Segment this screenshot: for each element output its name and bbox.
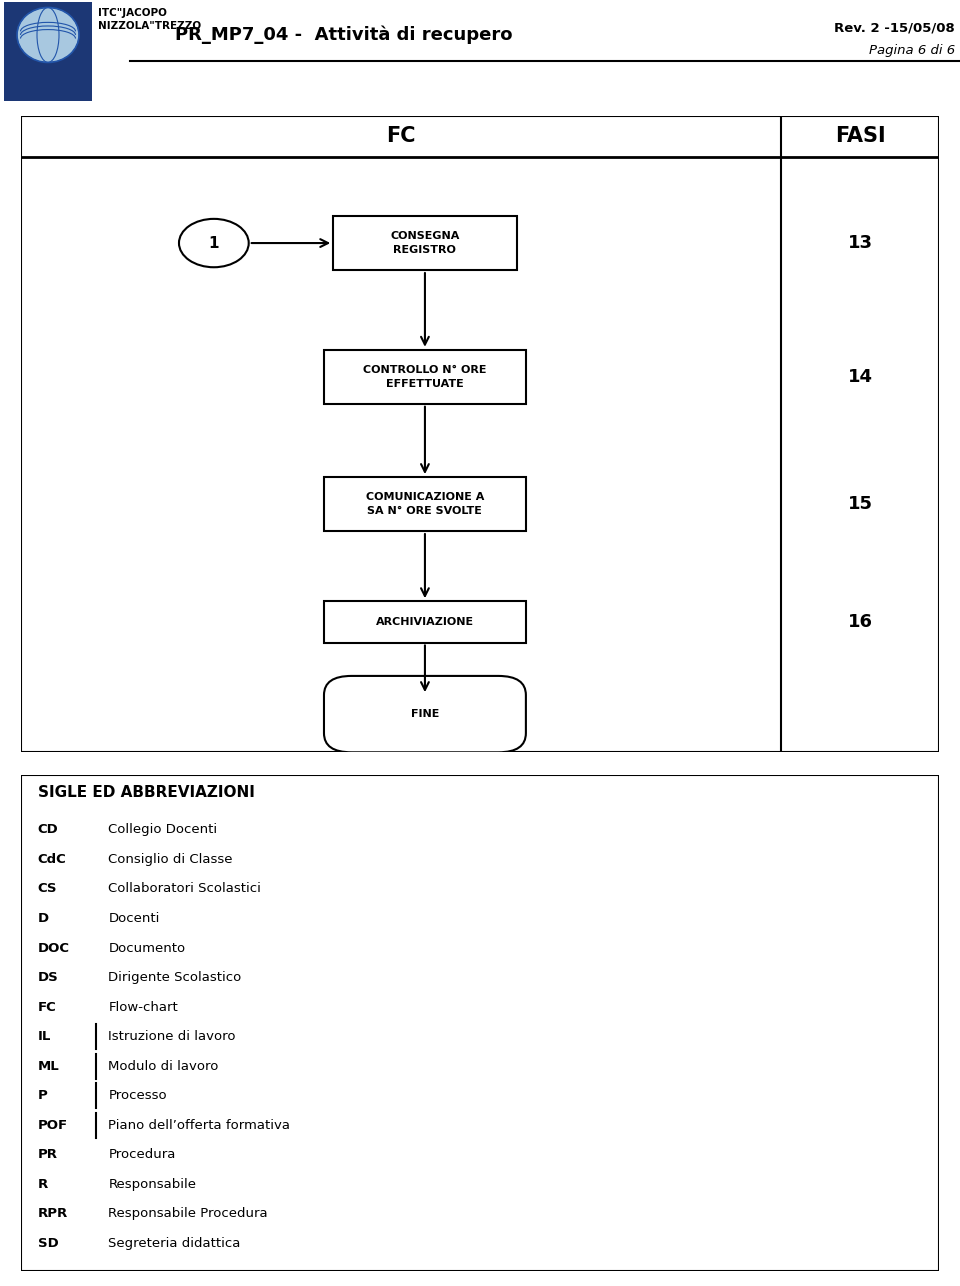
Text: SIGLE ED ABBREVIAZIONI: SIGLE ED ABBREVIAZIONI (37, 786, 254, 800)
Text: 1: 1 (208, 235, 219, 251)
Text: 15: 15 (848, 495, 873, 513)
Text: CONTROLLO N° ORE
EFFETTUATE: CONTROLLO N° ORE EFFETTUATE (363, 365, 487, 388)
FancyBboxPatch shape (21, 116, 939, 752)
FancyBboxPatch shape (4, 3, 92, 100)
Text: Modulo di lavoro: Modulo di lavoro (108, 1060, 219, 1073)
Text: Flow-chart: Flow-chart (108, 1001, 178, 1013)
Text: ITC"JACOPO: ITC"JACOPO (98, 8, 167, 18)
FancyBboxPatch shape (324, 350, 526, 404)
FancyBboxPatch shape (324, 676, 526, 752)
Text: IL: IL (37, 1030, 51, 1043)
Text: 13: 13 (848, 234, 873, 252)
Text: PR: PR (37, 1148, 58, 1161)
Text: FASI: FASI (834, 126, 885, 147)
Text: ML: ML (37, 1060, 60, 1073)
Text: CS: CS (37, 882, 58, 895)
Text: POF: POF (37, 1119, 68, 1132)
Text: RPR: RPR (37, 1208, 68, 1220)
Text: Processo: Processo (108, 1089, 167, 1102)
Text: NIZZOLA"TREZZO: NIZZOLA"TREZZO (98, 21, 202, 31)
Text: P: P (37, 1089, 47, 1102)
Text: Segreteria didattica: Segreteria didattica (108, 1237, 241, 1250)
Text: Rev. 2 -15/05/08: Rev. 2 -15/05/08 (834, 22, 955, 35)
Text: 14: 14 (848, 368, 873, 386)
Text: Pagina 6 di 6: Pagina 6 di 6 (869, 45, 955, 58)
Text: J: J (40, 64, 56, 98)
Text: PR_MP7_04 -  Attività di recupero: PR_MP7_04 - Attività di recupero (175, 26, 513, 44)
Circle shape (179, 219, 249, 267)
FancyBboxPatch shape (333, 216, 516, 270)
Text: FINE: FINE (411, 709, 439, 719)
FancyBboxPatch shape (324, 477, 526, 531)
Text: Documento: Documento (108, 941, 185, 954)
Text: R: R (37, 1178, 48, 1191)
Ellipse shape (17, 8, 79, 63)
Text: FC: FC (386, 126, 416, 147)
Text: Docenti: Docenti (108, 912, 159, 925)
Text: DS: DS (37, 971, 59, 984)
FancyBboxPatch shape (21, 775, 939, 1271)
Text: Istruzione di lavoro: Istruzione di lavoro (108, 1030, 236, 1043)
Text: Responsabile: Responsabile (108, 1178, 196, 1191)
Text: Consiglio di Classe: Consiglio di Classe (108, 853, 233, 865)
Text: Procedura: Procedura (108, 1148, 176, 1161)
Text: 16: 16 (848, 613, 873, 631)
Text: D: D (37, 912, 49, 925)
Text: Dirigente Scolastico: Dirigente Scolastico (108, 971, 242, 984)
FancyBboxPatch shape (324, 601, 526, 643)
Text: FC: FC (37, 1001, 57, 1013)
Text: COMUNICAZIONE A
SA N° ORE SVOLTE: COMUNICAZIONE A SA N° ORE SVOLTE (366, 493, 484, 516)
Text: Collaboratori Scolastici: Collaboratori Scolastici (108, 882, 261, 895)
Text: Collegio Docenti: Collegio Docenti (108, 823, 217, 836)
Text: ARCHIVIAZIONE: ARCHIVIAZIONE (376, 617, 474, 626)
Text: DOC: DOC (37, 941, 70, 954)
Text: Piano dell’offerta formativa: Piano dell’offerta formativa (108, 1119, 290, 1132)
Text: SD: SD (37, 1237, 59, 1250)
Text: Responsabile Procedura: Responsabile Procedura (108, 1208, 268, 1220)
Text: CD: CD (37, 823, 59, 836)
Text: CdC: CdC (37, 853, 66, 865)
Text: CONSEGNA
REGISTRO: CONSEGNA REGISTRO (391, 231, 460, 255)
